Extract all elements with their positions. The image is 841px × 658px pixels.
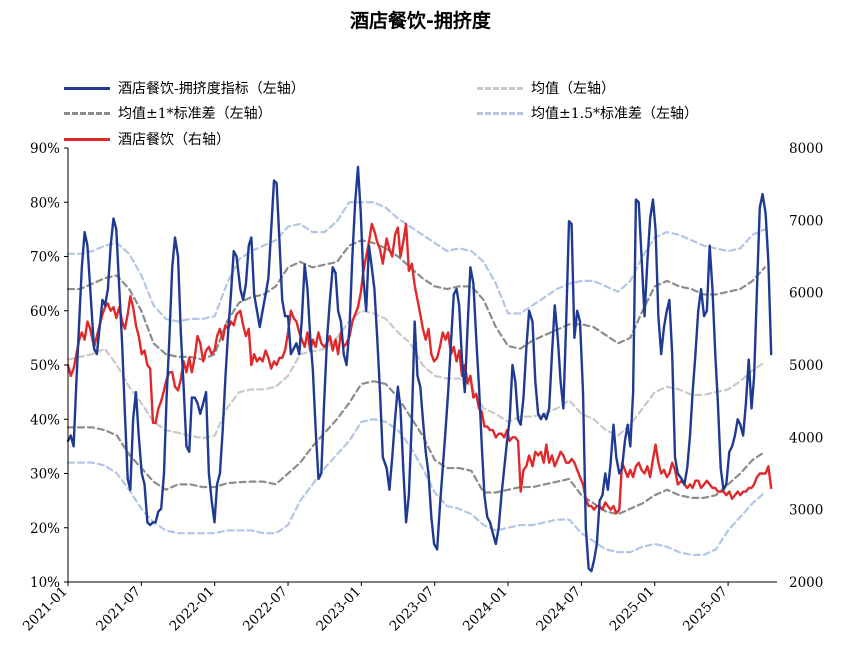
legend-swatch-15sd bbox=[477, 111, 523, 115]
y-left-tick-label: 60% bbox=[30, 304, 60, 320]
series-layer bbox=[66, 165, 773, 573]
legend-label-index: 酒店餐饮-拥挤度指标（左轴） bbox=[118, 81, 305, 97]
legend-label-mean: 均值（左轴） bbox=[531, 81, 615, 97]
x-tick-label: 2022-01 bbox=[167, 584, 218, 635]
legend-swatch-mean bbox=[477, 86, 523, 90]
legend-item-price: 酒店餐饮（右轴） bbox=[64, 129, 230, 149]
legend: 酒店餐饮-拥挤度指标（左轴） 均值（左轴） 均值±1*标准差（左轴） 均值±1.… bbox=[0, 0, 841, 160]
series-1sd-lower-line bbox=[66, 380, 766, 516]
legend-swatch-index bbox=[64, 86, 110, 90]
chart-title: 酒店餐饮-拥挤度 bbox=[350, 10, 491, 32]
x-tick-label: 2025-01 bbox=[607, 584, 658, 635]
legend-item-index: 酒店餐饮-拥挤度指标（左轴） bbox=[64, 78, 305, 98]
x-tick-label: 2025-07 bbox=[680, 584, 731, 635]
y-left-tick-label: 70% bbox=[30, 250, 60, 266]
legend-item-15sd: 均值±1.5*标准差（左轴） bbox=[477, 103, 698, 123]
y-right-tick-label: 2000 bbox=[789, 575, 823, 591]
legend-label-1sd: 均值±1*标准差（左轴） bbox=[118, 106, 272, 122]
x-tick-label: 2023-07 bbox=[387, 584, 438, 635]
legend-label-15sd: 均值±1.5*标准差（左轴） bbox=[531, 106, 698, 122]
y-right-tick-label: 4000 bbox=[789, 430, 823, 446]
series-crowding-index-line bbox=[66, 165, 773, 573]
legend-swatch-price bbox=[64, 137, 110, 141]
y-right-tick-label: 7000 bbox=[789, 213, 823, 229]
legend-item-mean: 均值（左轴） bbox=[477, 78, 615, 98]
legend-label-price: 酒店餐饮（右轴） bbox=[118, 132, 230, 148]
x-tick-label: 2024-07 bbox=[533, 584, 584, 635]
y-left-tick-label: 40% bbox=[30, 412, 60, 428]
legend-item-1sd: 均值±1*标准差（左轴） bbox=[64, 103, 272, 123]
series-1-5sd-lower-line bbox=[66, 418, 766, 556]
y-left-tick-label: 10% bbox=[30, 575, 60, 591]
series-price-line bbox=[66, 222, 773, 515]
y-left-tick-label: 90% bbox=[30, 141, 60, 157]
y-right-tick-label: 6000 bbox=[789, 286, 823, 302]
x-tick-label: 2021-07 bbox=[93, 584, 144, 635]
series-1sd-upper-line bbox=[66, 239, 766, 361]
y-right-tick-label: 3000 bbox=[789, 503, 823, 519]
axes-layer: 10% 20% 30% 40% 50% 60% 70% 80% 90% 2000 3000 4000 5… bbox=[20, 141, 824, 635]
x-tick-label: 2022-07 bbox=[240, 584, 291, 635]
y-left-tick-label: 50% bbox=[30, 358, 60, 374]
x-tick-label: 2021-01 bbox=[20, 584, 71, 635]
x-tick-label: 2023-01 bbox=[313, 584, 364, 635]
y-right-tick-label: 8000 bbox=[789, 141, 823, 157]
y-left-tick-label: 80% bbox=[30, 195, 60, 211]
x-tick-label: 2024-01 bbox=[460, 584, 511, 635]
y-left-tick-label: 30% bbox=[30, 467, 60, 483]
y-right-tick-label: 5000 bbox=[789, 358, 823, 374]
y-left-tick-label: 20% bbox=[30, 521, 60, 537]
legend-swatch-1sd bbox=[64, 111, 110, 115]
